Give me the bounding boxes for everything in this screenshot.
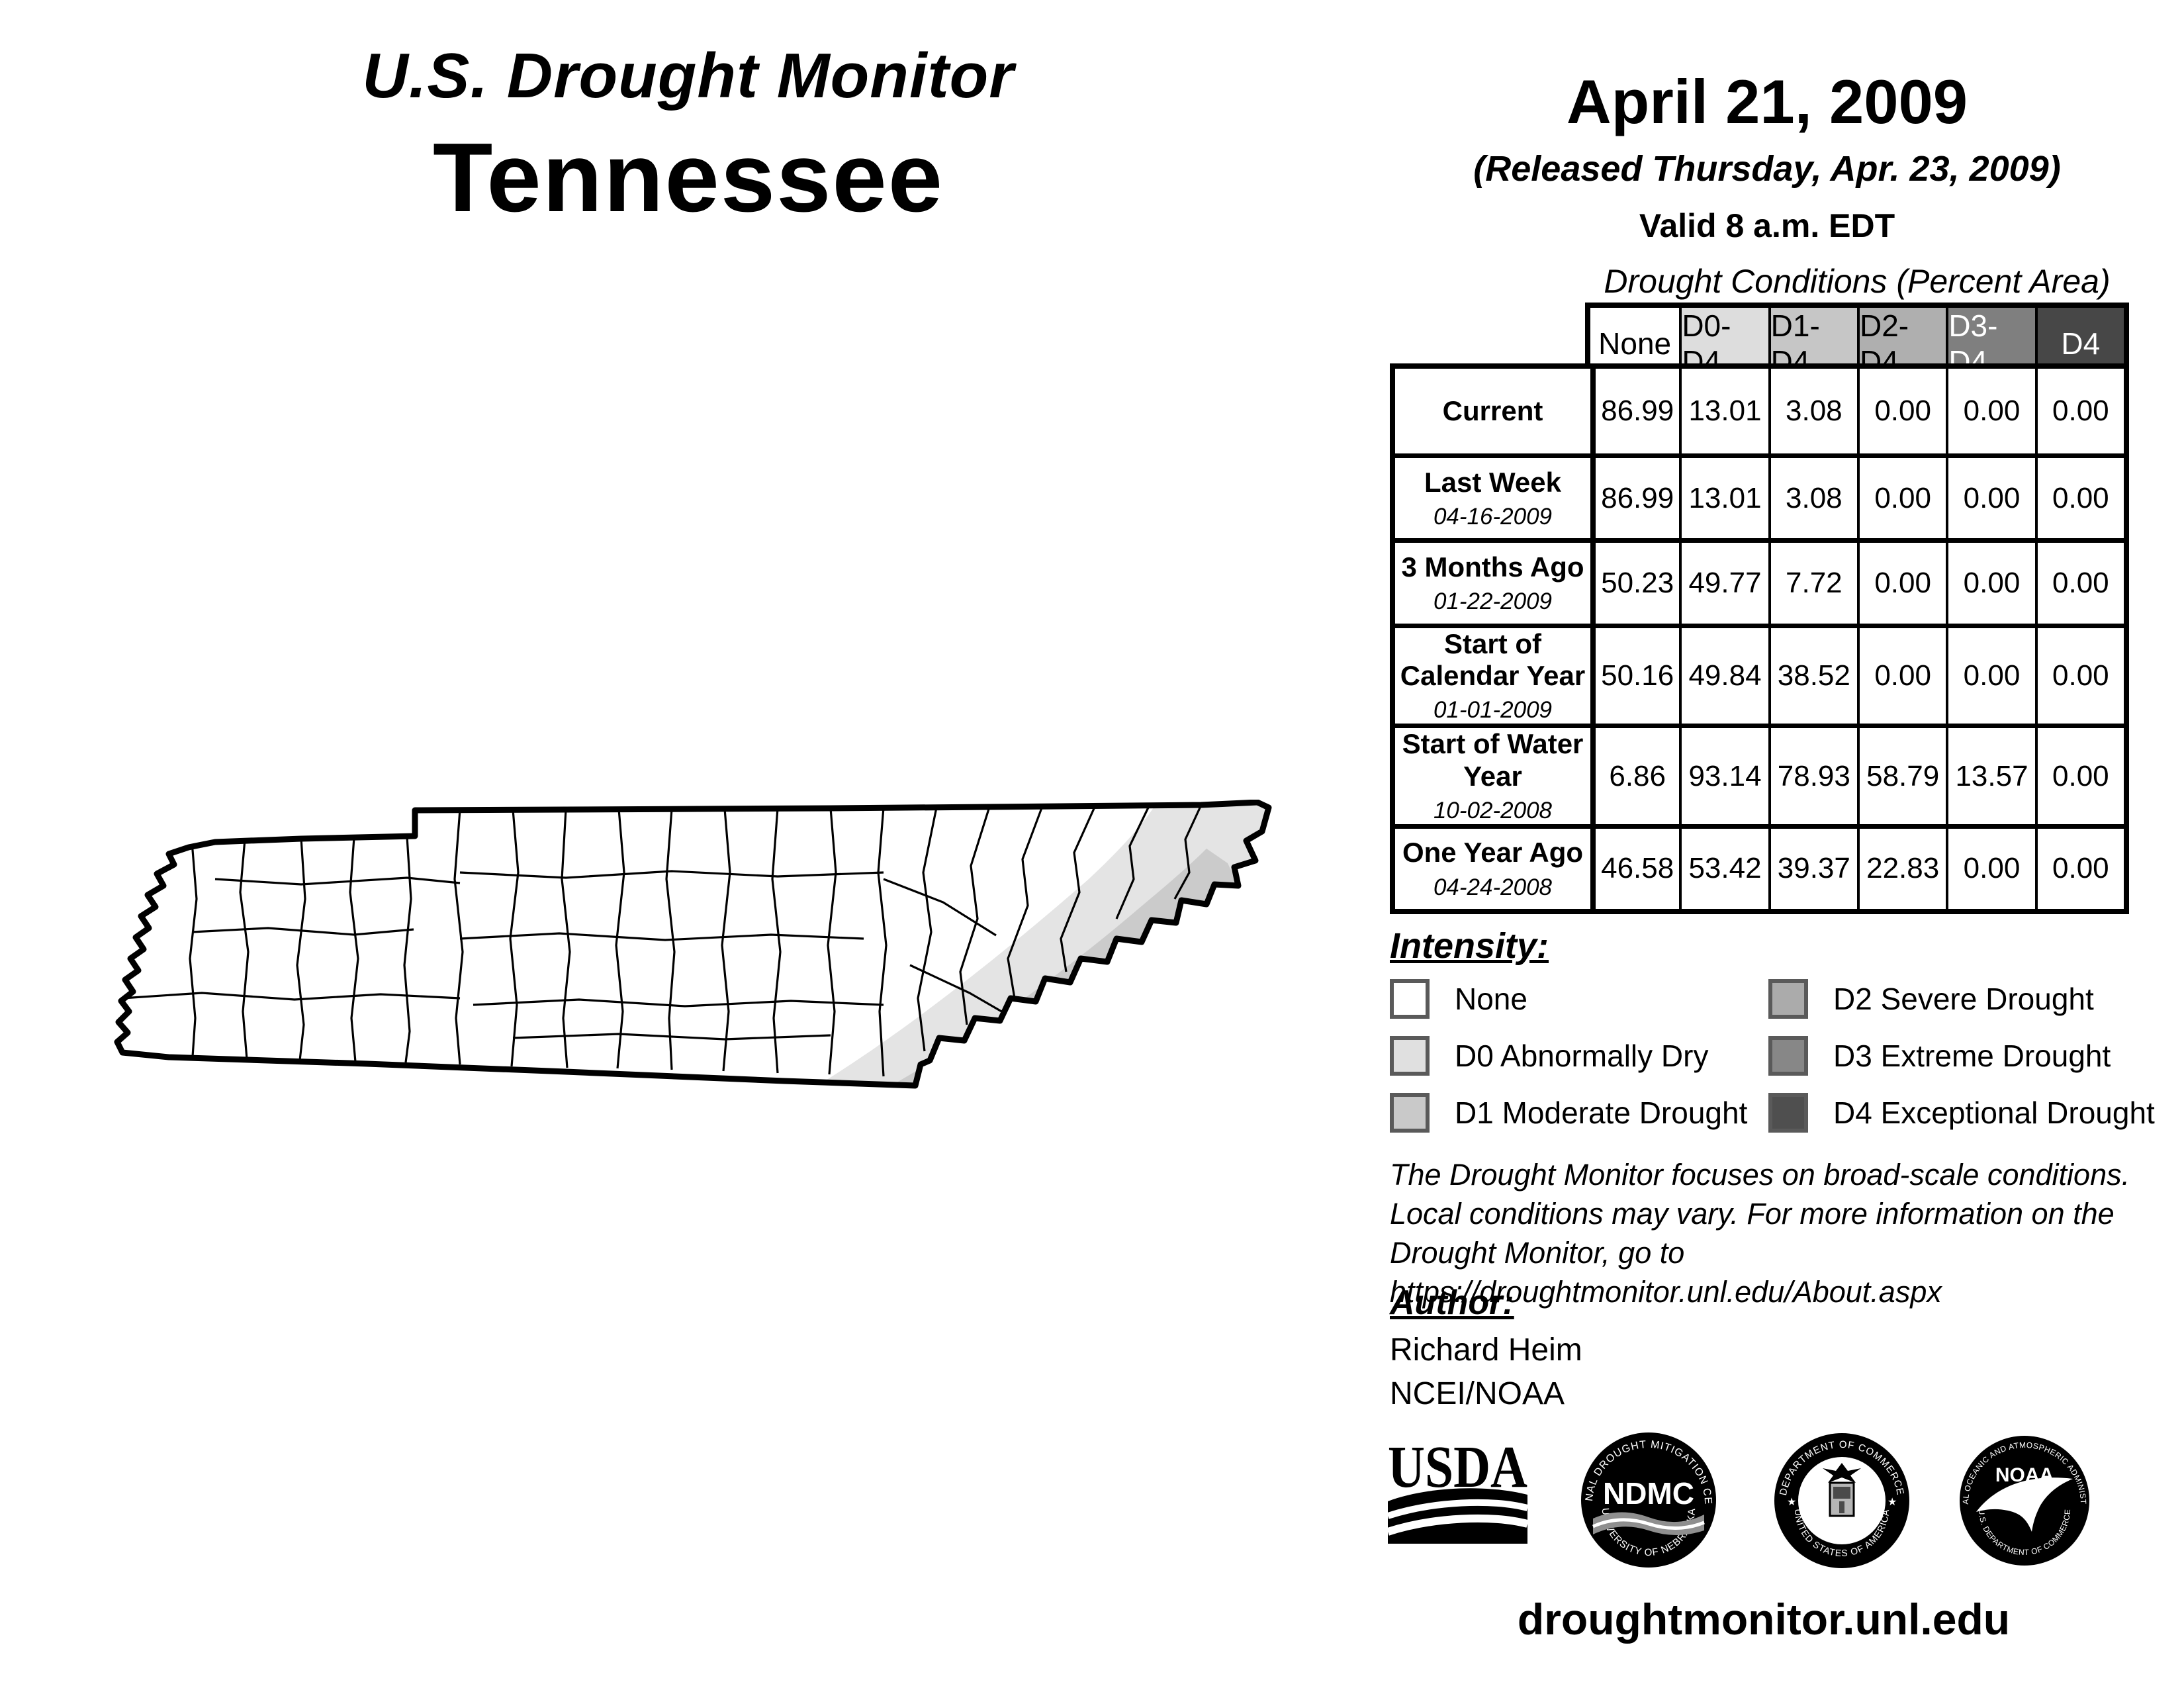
table-cell: 93.14	[1679, 724, 1768, 824]
table-cell: 0.00	[1946, 453, 2035, 539]
table-cell: 0.00	[1946, 369, 2034, 454]
table-cell: 50.23	[1590, 538, 1680, 624]
release-date: (Released Thursday, Apr. 23, 2009)	[1473, 149, 2061, 189]
table-cell: 39.37	[1768, 823, 1857, 909]
table-cell: 78.93	[1768, 724, 1857, 824]
doc-star-left: ★	[1787, 1497, 1796, 1508]
table-cell: 0.00	[1856, 538, 1946, 624]
table-cell: 86.99	[1590, 369, 1679, 454]
table-cell: 13.57	[1946, 724, 2035, 824]
row-label: Start of Water Year 10-02-2008	[1395, 724, 1590, 824]
table-cell: 3.08	[1768, 453, 1857, 539]
legend-item-none: None	[1390, 978, 1747, 1019]
region-title: Tennessee	[432, 123, 944, 232]
table-cell: 3.08	[1768, 369, 1857, 454]
legend-column-left: None D0 Abnormally Dry D1 Moderate Droug…	[1390, 978, 1747, 1133]
tennessee-drought-map	[114, 800, 1272, 1089]
table-cell: 38.52	[1768, 623, 1857, 724]
table-cell: 0.00	[2034, 369, 2124, 454]
state-outline	[114, 800, 1272, 1089]
legend-swatch-d4	[1768, 1093, 1808, 1133]
county-borders	[122, 804, 1203, 1077]
table-cell: 0.00	[1856, 453, 1946, 539]
table-cell: 0.00	[2034, 623, 2124, 724]
map-date: April 21, 2009	[1566, 67, 1968, 136]
drought-table-body: Current 86.99 13.01 3.08 0.00 0.00 0.00 …	[1390, 363, 2129, 914]
table-cell: 0.00	[1856, 623, 1946, 724]
table-cell: 0.00	[1946, 623, 2035, 724]
author-name: Richard Heim	[1390, 1333, 1582, 1368]
table-cell: 86.99	[1590, 453, 1680, 539]
table-cell: 0.00	[2034, 823, 2124, 909]
noaa-logo: NATIONAL OCEANIC AND ATMOSPHERIC ADMINIS…	[1958, 1434, 2089, 1566]
ndmc-wave-line	[1592, 1518, 1705, 1530]
legend-item-d3: D3 Extreme Drought	[1768, 1035, 2155, 1076]
legend-column-right: D2 Severe Drought D3 Extreme Drought D4 …	[1768, 978, 2155, 1133]
table-cell: 49.84	[1679, 623, 1768, 724]
table-cell: 0.00	[1946, 538, 2035, 624]
table-cell: 0.00	[1946, 823, 2035, 909]
legend-item-d0: D0 Abnormally Dry	[1390, 1035, 1747, 1076]
row-label: 3 Months Ago 01-22-2009	[1395, 538, 1590, 623]
table-cell: 13.01	[1679, 369, 1768, 454]
legend-item-d4: D4 Exceptional Drought	[1768, 1092, 2155, 1133]
footer-url: droughtmonitor.unl.edu	[1517, 1595, 2011, 1644]
table-cell: 0.00	[2034, 453, 2124, 539]
table-cell: 0.00	[2034, 724, 2124, 824]
report-title: U.S. Drought Monitor	[362, 40, 1015, 111]
doc-eagle	[1823, 1463, 1861, 1483]
legend-swatch-d3	[1768, 1036, 1808, 1076]
table-cell: 58.79	[1856, 724, 1946, 824]
table-cell: 0.00	[1856, 369, 1946, 454]
author-organization: NCEI/NOAA	[1390, 1376, 1565, 1411]
doc-lighthouse	[1839, 1501, 1844, 1513]
table-header-row: None D0-D4 D1-D4 D2-D4 D3-D4 D4	[1585, 303, 2129, 379]
legend-swatch-d2	[1768, 979, 1808, 1019]
disclaimer-text: The Drought Monitor focuses on broad-sca…	[1390, 1158, 2130, 1309]
drought-area-d0	[823, 802, 1269, 1086]
table-cell: 53.42	[1679, 823, 1768, 909]
row-label: Last Week 04-16-2009	[1395, 453, 1590, 538]
doc-seal-logo: DEPARTMENT OF COMMERCE UNITED STATES OF …	[1774, 1433, 1909, 1568]
table-cell: 50.16	[1590, 623, 1680, 724]
table-cell: 22.83	[1856, 823, 1946, 909]
doc-ship	[1833, 1487, 1850, 1499]
legend-swatch-d1	[1390, 1093, 1430, 1133]
table-cell: 46.58	[1590, 823, 1680, 909]
ndmc-logo: NATIONAL DROUGHT MITIGATION CENTER UNIVE…	[1578, 1430, 1716, 1568]
row-label: One Year Ago 04-24-2008	[1395, 823, 1590, 909]
legend-item-d1: D1 Moderate Drought	[1390, 1092, 1747, 1133]
table-cell: 0.00	[2034, 538, 2124, 624]
legend-swatch-d0	[1390, 1036, 1430, 1076]
date-block: April 21, 2009 (Released Thursday, Apr. …	[1403, 66, 2131, 245]
title-block: U.S. Drought Monitor Tennessee	[225, 40, 1152, 234]
table-cell: 13.01	[1679, 453, 1768, 539]
usda-logo: USDA	[1387, 1438, 1529, 1544]
noaa-bird	[1976, 1477, 2073, 1532]
author-heading: Author:	[1390, 1284, 1514, 1322]
row-label: Start of Calendar Year 01-01-2009	[1395, 623, 1590, 724]
table-caption: Drought Conditions (Percent Area)	[1604, 263, 2111, 300]
intensity-heading: Intensity:	[1390, 926, 1549, 966]
valid-time: Valid 8 a.m. EDT	[1639, 207, 1895, 244]
usda-swoosh-1	[1387, 1499, 1529, 1519]
doc-star-right: ★	[1888, 1497, 1897, 1508]
legend-swatch-none	[1390, 979, 1430, 1019]
usda-swoosh-2	[1387, 1514, 1529, 1536]
ndmc-center-text: NDMC	[1603, 1476, 1694, 1511]
table-cell: 6.86	[1590, 724, 1680, 824]
row-label: Current	[1442, 395, 1543, 426]
table-cell: 7.72	[1768, 538, 1857, 624]
legend-item-d2: D2 Severe Drought	[1768, 978, 2155, 1019]
table-cell: 49.77	[1679, 538, 1768, 624]
